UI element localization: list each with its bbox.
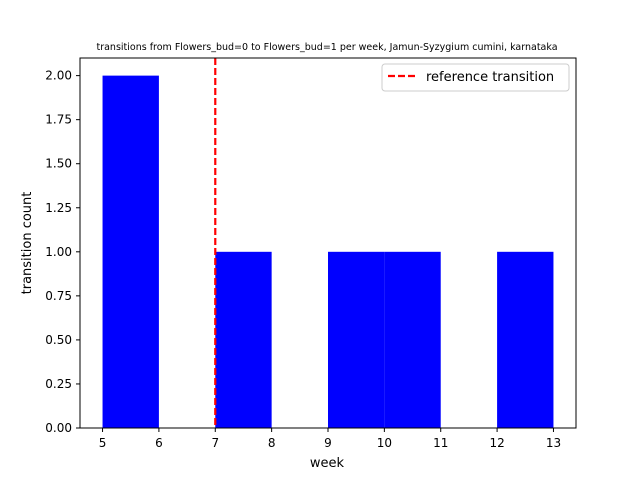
y-tick-label-3: 0.75 [45, 289, 72, 303]
legend-box [381, 63, 570, 92]
x-tick-label-12: 12 [489, 436, 504, 450]
y-tick-label-6: 1.50 [45, 157, 72, 171]
bar-3 [384, 251, 441, 428]
bar-0 [102, 75, 159, 428]
y-tick-label-5: 1.25 [45, 201, 72, 215]
legend: reference transition [381, 63, 570, 92]
y-tick-label-8: 2.00 [45, 69, 72, 83]
y-axis-label: transition count [20, 192, 35, 295]
x-tick-label-7: 7 [211, 436, 219, 450]
bar-1 [215, 251, 272, 428]
x-tick-label-6: 6 [155, 436, 163, 450]
y-tick-label-7: 1.75 [45, 113, 72, 127]
y-axis-ticks: 0.00 0.25 0.50 0.75 1.00 1.25 1.50 1.75 2.00 [45, 69, 80, 435]
y-tick-label-1: 0.25 [45, 377, 72, 391]
x-tick-label-11: 11 [433, 436, 448, 450]
chart-title: transitions from Flowers_bud=0 to Flower… [96, 42, 557, 53]
bars-group [102, 75, 554, 428]
x-tick-label-8: 8 [268, 436, 276, 450]
x-tick-label-13: 13 [546, 436, 561, 450]
x-tick-label-9: 9 [324, 436, 332, 450]
x-axis-label: week [310, 456, 345, 471]
x-tick-label-10: 10 [377, 436, 392, 450]
y-tick-label-4: 1.00 [45, 245, 72, 259]
x-tick-label-5: 5 [99, 436, 107, 450]
legend-reference-label: reference transition [426, 70, 554, 85]
bar-4 [497, 251, 554, 428]
y-tick-label-0: 0.00 [45, 421, 72, 435]
bar-2 [328, 251, 385, 428]
x-axis-ticks: 5 6 7 8 9 10 11 12 13 [99, 428, 561, 450]
y-tick-label-2: 0.50 [45, 333, 72, 347]
